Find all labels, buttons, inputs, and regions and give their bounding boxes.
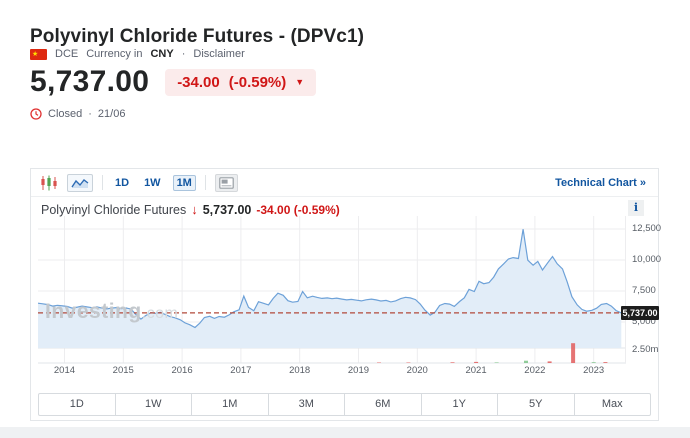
timeframe-button-6m[interactable]: 6M: [345, 394, 422, 415]
info-icon[interactable]: i: [628, 200, 644, 216]
volume-bar: [591, 362, 596, 363]
interval-button-1w[interactable]: 1W: [144, 176, 161, 189]
chart-title: Polyvinyl Chloride Futures: [41, 202, 187, 217]
chart-change: -34.00 (-0.59%): [256, 202, 340, 217]
chevron-down-icon: ▼: [295, 76, 305, 87]
x-axis-label: 2016: [171, 365, 193, 376]
currency-prefix: Currency in: [86, 48, 143, 60]
volume-bar: [524, 360, 528, 363]
timeframe-button-1d[interactable]: 1D: [39, 394, 116, 415]
price-down-arrow-icon: ↓: [191, 202, 198, 217]
volume-bar: [603, 362, 608, 363]
chart-toolbar: 1D 1W 1M Technical Chart »: [31, 169, 658, 197]
x-axis-label: 2019: [347, 365, 370, 376]
timeframe-button-1w[interactable]: 1W: [116, 394, 192, 415]
double-chevron-right-icon: »: [639, 176, 646, 189]
interval-button-1m[interactable]: 1M: [172, 174, 196, 191]
timeframe-button-1y[interactable]: 1Y: [422, 394, 498, 415]
x-axis-label: 2023: [583, 365, 605, 376]
timeframe-button-max[interactable]: Max: [601, 398, 623, 410]
currency-value: CNY: [150, 48, 174, 60]
x-axis-label: 2017: [230, 365, 252, 376]
china-flag-icon: ★: [30, 48, 47, 60]
volume-axis-label: 2.50m: [632, 344, 659, 355]
x-axis-label: 2022: [524, 365, 546, 376]
candlestick-chart-icon[interactable]: [40, 175, 58, 191]
volume-bar: [377, 362, 381, 363]
change-percent: (-0.59%): [228, 73, 287, 91]
area-chart-icon[interactable]: [67, 173, 93, 192]
price-tag: 5,737.00: [621, 306, 659, 320]
chart-price: 5,737.00: [202, 202, 252, 217]
toolbar-divider: [102, 175, 103, 190]
volume-bar: [450, 362, 455, 363]
status-separator: ·: [88, 108, 92, 120]
toolbar-divider: [204, 175, 206, 190]
meta-separator: ·: [181, 48, 186, 60]
chart-widget: 1D 1W 1M Technical Chart » Polyvinyl Chl…: [30, 168, 661, 421]
exchange-label: DCE: [55, 48, 79, 60]
timeframe-row: 1D 1W 1M 3M 6M 1Y 5Y Max: [38, 393, 651, 416]
x-axis-label: 2015: [112, 365, 134, 376]
clock-icon: [30, 108, 42, 120]
x-axis-label: 2021: [465, 365, 487, 376]
volume-bar: [406, 362, 411, 363]
volume-bar: [571, 343, 576, 363]
timeframe-button-3m[interactable]: 3M: [269, 394, 345, 415]
status-date: 21/06: [97, 108, 126, 120]
x-axis-label: 2014: [53, 365, 76, 376]
price-line: [38, 229, 622, 329]
timeframe-button-5y[interactable]: 5Y: [498, 394, 575, 415]
current-price: 5,737.00: [30, 65, 150, 98]
volume-bar: [474, 361, 479, 363]
y-axis-label: 12,500: [632, 223, 662, 234]
volume-bar: [494, 362, 499, 363]
x-axis-label: 2018: [289, 365, 311, 376]
disclaimer-link[interactable]: Disclaimer: [193, 48, 245, 60]
instrument-meta: ★ DCE Currency in CNY · Disclaimer: [30, 48, 245, 60]
timeframe-button-1m[interactable]: 1M: [192, 394, 269, 415]
y-axis-label: 10,000: [632, 254, 662, 265]
interval-button-1d[interactable]: 1D: [115, 176, 130, 189]
area-fill: [38, 229, 622, 348]
change-value: -34.00: [177, 73, 220, 91]
technical-chart-link[interactable]: Technical Chart »: [555, 176, 646, 189]
bottom-strip: [0, 427, 690, 438]
volume-bar: [547, 361, 552, 363]
price-change-badge[interactable]: -34.00 (-0.59%) ▼: [165, 68, 317, 96]
page-title: Polyvinyl Chloride Futures - (DPVc1): [30, 25, 365, 47]
x-axis-label: 2020: [406, 365, 428, 376]
y-axis-label: 7,500: [632, 285, 656, 296]
market-status: Closed: [48, 108, 83, 120]
plot-svg[interactable]: [38, 216, 626, 364]
news-panel-icon[interactable]: [214, 173, 238, 192]
y-axis-label: 5,000: [632, 316, 656, 327]
